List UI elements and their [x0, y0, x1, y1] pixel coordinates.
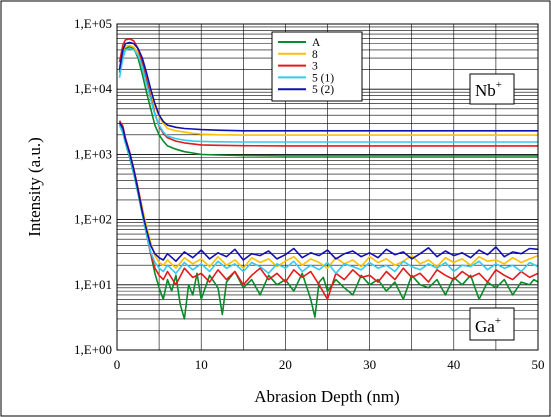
legend-label: 3: [312, 61, 318, 73]
y-axis-label: Intensity (a.u.): [25, 137, 44, 237]
x-tick-labels: 0 10 20 30 40 50: [114, 357, 545, 372]
y-tick-label: 1,E+01: [74, 277, 112, 292]
plot-area-border: [116, 23, 539, 351]
series-line-ga-1: [118, 123, 539, 320]
label-box-ga: [469, 307, 515, 341]
y-tick-label: 1,E+02: [74, 212, 112, 227]
x-tick-label: 30: [363, 357, 376, 372]
x-tick-label: 20: [279, 357, 292, 372]
y-tick-label: 1,E+05: [74, 16, 112, 31]
x-tick-label: 40: [447, 357, 460, 372]
legend-label: 5 (2): [312, 84, 334, 96]
label-box-nb: [469, 73, 515, 105]
series-line-nb-4: [118, 47, 538, 143]
x-tick-label: 10: [195, 357, 208, 372]
y-tick-label: 1,E+00: [74, 342, 112, 357]
y-tick-label: 1,E+04: [74, 81, 113, 96]
element-labels: Nb+ Ga+: [469, 73, 515, 341]
series-line-ga-4: [118, 124, 539, 275]
series-line-ga-3: [118, 120, 539, 301]
x-tick-label: 50: [532, 357, 545, 372]
series-line-ga-5: [118, 122, 539, 263]
label-nb-ion: Nb+: [475, 79, 502, 100]
x-axis-label: Abrasion Depth (nm): [254, 387, 399, 406]
series-line-nb-5: [118, 41, 538, 132]
legend-label: 8: [312, 49, 318, 61]
series-layer: [118, 38, 539, 320]
series-line-nb-3: [118, 38, 538, 147]
y-tick-label: 1,E+03: [74, 146, 112, 161]
legend-label: A: [312, 37, 321, 49]
label-ga-ion: Ga+: [475, 315, 501, 336]
series-line-nb-2: [118, 44, 538, 136]
series-line-ga-2: [118, 123, 539, 270]
legend-label: 5 (1): [312, 72, 334, 84]
y-tick-labels: 1,E+00 1,E+01 1,E+02 1,E+03 1,E+04 1,E+05: [74, 16, 113, 357]
x-tick-label: 0: [114, 357, 121, 372]
